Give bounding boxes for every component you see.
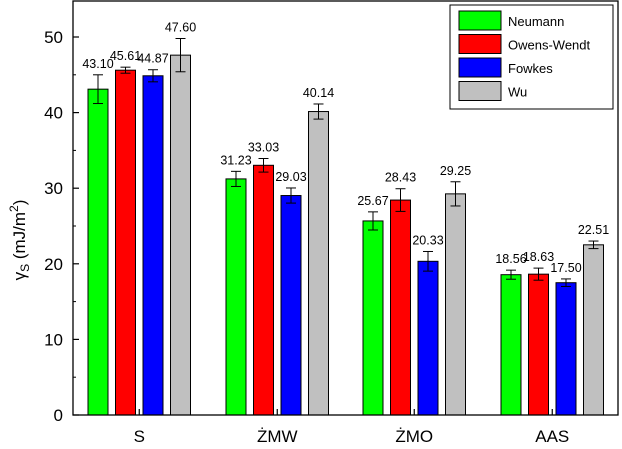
legend-label: Wu — [508, 85, 527, 100]
bar — [280, 195, 302, 416]
x-category-label: ŻMO — [395, 427, 433, 446]
bar — [225, 178, 247, 416]
bar — [390, 199, 411, 416]
data-label: 28.43 — [385, 171, 416, 185]
y-axis-label-superscript: 2 — [7, 205, 21, 212]
legend-swatch — [458, 34, 502, 54]
bar — [583, 244, 604, 416]
y-tick-label: 0 — [54, 406, 63, 425]
bar — [308, 111, 329, 416]
y-tick-label: 20 — [44, 255, 63, 274]
x-category-label: ŻMW — [257, 427, 298, 446]
legend-swatch — [458, 81, 502, 101]
bar — [500, 274, 522, 416]
legend: Neumann Owens-Wendt Fowkes Wu — [449, 4, 614, 110]
y-axis-label-unit-close: ) — [10, 200, 29, 206]
data-label: 43.10 — [82, 57, 113, 71]
plot-frame — [72, 0, 619, 416]
bar — [555, 282, 577, 416]
data-label: 20.33 — [412, 233, 443, 247]
y-axis-label-symbol: γ — [10, 271, 29, 280]
data-label: 33.03 — [248, 140, 279, 154]
bar — [142, 75, 164, 416]
x-category-label: S — [134, 427, 145, 446]
legend-label: Neumann — [508, 14, 564, 29]
y-axis-label-subscript: S — [18, 264, 32, 272]
bar — [115, 69, 136, 416]
data-label: 44.87 — [137, 52, 168, 66]
data-label: 29.25 — [440, 164, 471, 178]
bar — [87, 88, 109, 416]
data-label: 45.61 — [110, 49, 141, 63]
data-label: 22.51 — [578, 223, 609, 237]
data-label: 47.60 — [165, 21, 196, 35]
data-label: 31.23 — [220, 153, 251, 167]
legend-label: Owens-Wendt — [508, 38, 591, 53]
bar — [528, 273, 549, 416]
data-label: 29.03 — [275, 170, 306, 184]
y-tick-label: 40 — [44, 104, 63, 123]
bar — [253, 164, 274, 416]
y-tick-label: 50 — [44, 28, 63, 47]
legend-swatch — [458, 57, 502, 78]
y-tick-label: 30 — [44, 179, 63, 198]
bar — [445, 193, 466, 416]
legend-label: Fowkes — [508, 61, 553, 76]
y-axis-label-unit: (mJ/m — [10, 212, 29, 264]
bar — [362, 220, 384, 416]
data-label: 25.67 — [357, 194, 388, 208]
bar — [170, 54, 191, 416]
data-label: 18.56 — [495, 252, 526, 266]
data-label: 17.50 — [550, 261, 581, 275]
x-category-label: AAS — [535, 427, 569, 446]
y-axis-label: γS (mJ/m2) — [7, 200, 32, 281]
y-tick-label: 10 — [44, 330, 63, 349]
data-label: 18.63 — [523, 250, 554, 264]
data-label: 40.14 — [303, 86, 334, 100]
legend-swatch — [458, 10, 502, 31]
bar — [417, 260, 439, 416]
